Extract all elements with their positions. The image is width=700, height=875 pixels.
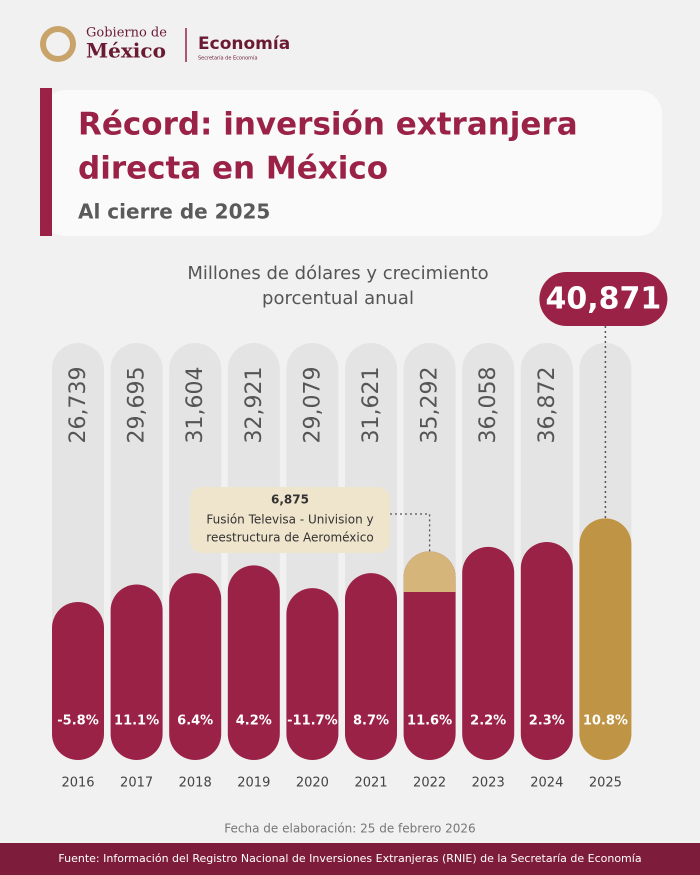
date-note: Fecha de elaboración: 25 de febrero 2026: [224, 822, 475, 836]
x-tick-label: 2019: [237, 776, 270, 791]
value-label: 31,621: [359, 367, 384, 444]
growth-label: 2.2%: [470, 714, 506, 729]
value-label: 36,872: [535, 367, 560, 444]
growth-label: -11.7%: [287, 714, 338, 729]
bar: [110, 584, 163, 760]
growth-label: 2.3%: [529, 714, 565, 729]
x-tick-label: 2021: [354, 776, 387, 791]
x-tick-label: 2018: [179, 776, 212, 791]
x-tick-label: 2025: [589, 776, 622, 791]
department-sub: Secretaría de Economía: [198, 55, 258, 62]
title: directa en México: [78, 151, 388, 187]
logo-text: Gobierno de: [86, 26, 167, 41]
growth-label: -5.8%: [57, 714, 98, 729]
x-tick-label: 2020: [296, 776, 329, 791]
growth-label: 4.2%: [236, 714, 272, 729]
annotation-text: reestructura de Aeroméxico: [206, 531, 373, 545]
annotation-box: [190, 487, 390, 553]
value-badge: [539, 272, 668, 326]
value-label: 29,079: [300, 367, 325, 444]
value-label: 40,871: [546, 282, 662, 317]
growth-label: 6.4%: [177, 714, 213, 729]
annotation-segment: [403, 551, 456, 593]
unit-label: porcentual anual: [262, 288, 414, 309]
bar: [520, 542, 573, 760]
bar: [345, 573, 397, 760]
annotation-text: Fusión Televisa - Univision y: [206, 513, 373, 527]
x-tick-label: 2023: [472, 776, 505, 791]
annotation-value: 6,875: [271, 493, 309, 507]
subtitle: Al cierre de 2025: [78, 200, 270, 224]
growth-label: 10.8%: [583, 714, 628, 729]
footer-band: [0, 843, 700, 875]
value-label: 29,695: [125, 367, 150, 444]
logo-text: México: [86, 39, 166, 63]
x-tick-label: 2016: [61, 776, 94, 791]
value-label: 36,058: [476, 367, 501, 444]
source: Fuente: Información del Registro Naciona…: [58, 852, 641, 865]
unit-label: Millones de dólares y crecimiento: [187, 263, 488, 284]
value-label: 31,604: [183, 367, 208, 444]
bar: [227, 565, 280, 760]
plot: 26,739 -5.8% 2016 29,695 11.1% 2017 31,604 6.4%…: [52, 272, 668, 791]
x-tick-label: 2022: [413, 776, 446, 791]
title: Récord: inversión extranjera: [78, 107, 578, 143]
bar: [52, 601, 104, 760]
department: Economía: [198, 34, 290, 54]
growth-label: 11.1%: [114, 714, 159, 729]
bar: [286, 588, 339, 760]
bar: [169, 573, 222, 760]
growth-label: 8.7%: [353, 714, 389, 729]
value-label: 26,739: [66, 367, 91, 444]
value-label: 35,292: [418, 367, 443, 444]
title-card: [42, 90, 662, 236]
x-tick-label: 2024: [530, 776, 563, 791]
bar: [462, 546, 515, 760]
title-accent: [40, 88, 52, 236]
logo-emblem-inner: [46, 32, 70, 56]
growth-label: 11.6%: [407, 714, 452, 729]
bar: [579, 518, 632, 760]
x-tick-label: 2017: [120, 776, 153, 791]
value-label: 32,921: [242, 367, 267, 444]
bar: [403, 551, 456, 760]
